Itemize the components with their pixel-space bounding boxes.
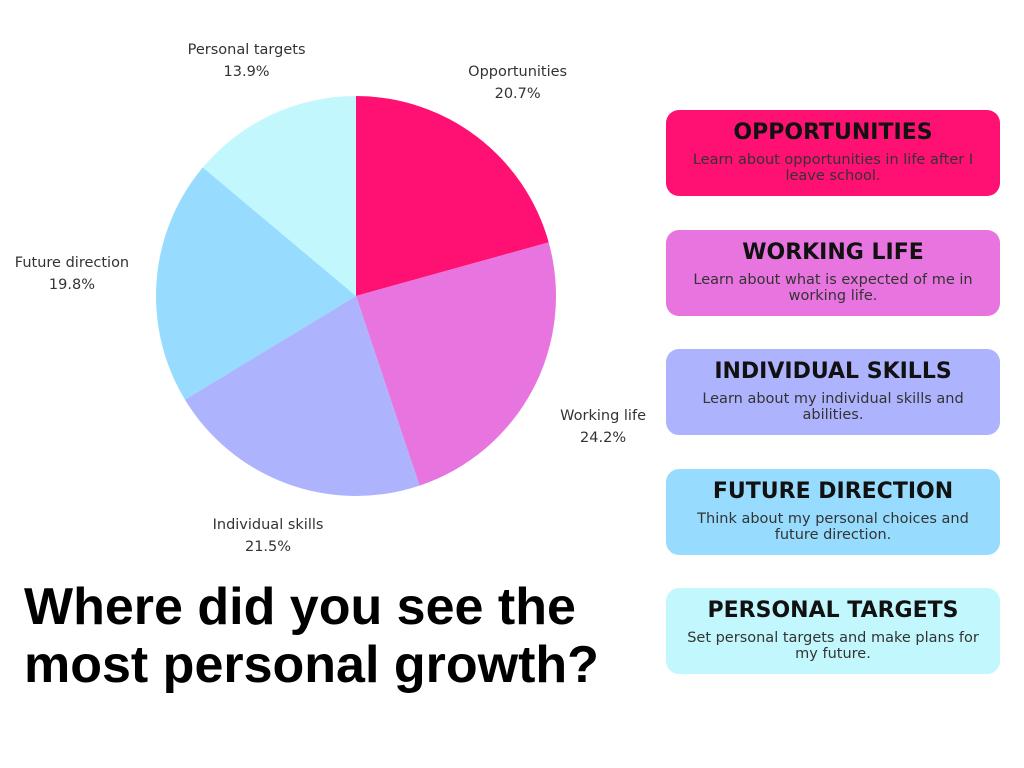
card-text: Learn about what is expected of me in wo… — [693, 271, 973, 304]
chart-title: Where did you see the most personal grow… — [24, 578, 599, 694]
card-title: INDIVIDUAL SKILLS — [714, 359, 952, 384]
card: WORKING LIFE Learn about what is expected… — [666, 229, 1000, 316]
card: OPPORTUNITIES Learn about opportunities i… — [666, 110, 1000, 196]
card-title: PERSONAL TARGETS — [707, 598, 959, 623]
pie-slice — [184, 296, 420, 496]
card: FUTURE DIRECTION Think about my personal … — [666, 468, 1000, 555]
card: PERSONAL TARGETS Set personal targets and… — [666, 588, 1000, 674]
card-text: Set personal targets and make plans for … — [687, 630, 979, 662]
card-text: Learn about opportunities in life after … — [692, 152, 974, 184]
card: INDIVIDUAL SKILLS Learn about my individu… — [666, 349, 1000, 435]
slice-value-label: 13.9% — [224, 64, 270, 80]
slice-label: Working life — [560, 408, 646, 424]
card-title: WORKING LIFE — [742, 239, 924, 265]
slice-label: Future direction — [15, 255, 129, 271]
pie-chart: Opportunities 20.7% Working life 24.2% Indiv… — [15, 42, 646, 555]
slice-label: Individual skills — [213, 517, 324, 533]
slice-label: Opportunities — [468, 64, 567, 80]
pie-slice — [356, 96, 549, 296]
card-list: OPPORTUNITIES Learn about opportunities i… — [666, 110, 1000, 708]
card-text: Learn about my individual skills and abi… — [702, 391, 964, 423]
slice-value-label: 21.5% — [245, 539, 291, 555]
card-text: Think about my personal choices and futu… — [697, 510, 969, 543]
pie-slice — [202, 96, 356, 296]
card-title: OPPORTUNITIES — [733, 120, 933, 145]
slice-value-label: 19.8% — [49, 277, 95, 293]
pie-slice — [155, 167, 356, 400]
slice-value-label: 20.7% — [495, 86, 541, 102]
slice-value-label: 24.2% — [580, 430, 626, 446]
slice-label: Personal targets — [188, 42, 306, 58]
pie-slice — [356, 242, 556, 486]
card-title: FUTURE DIRECTION — [712, 478, 954, 504]
